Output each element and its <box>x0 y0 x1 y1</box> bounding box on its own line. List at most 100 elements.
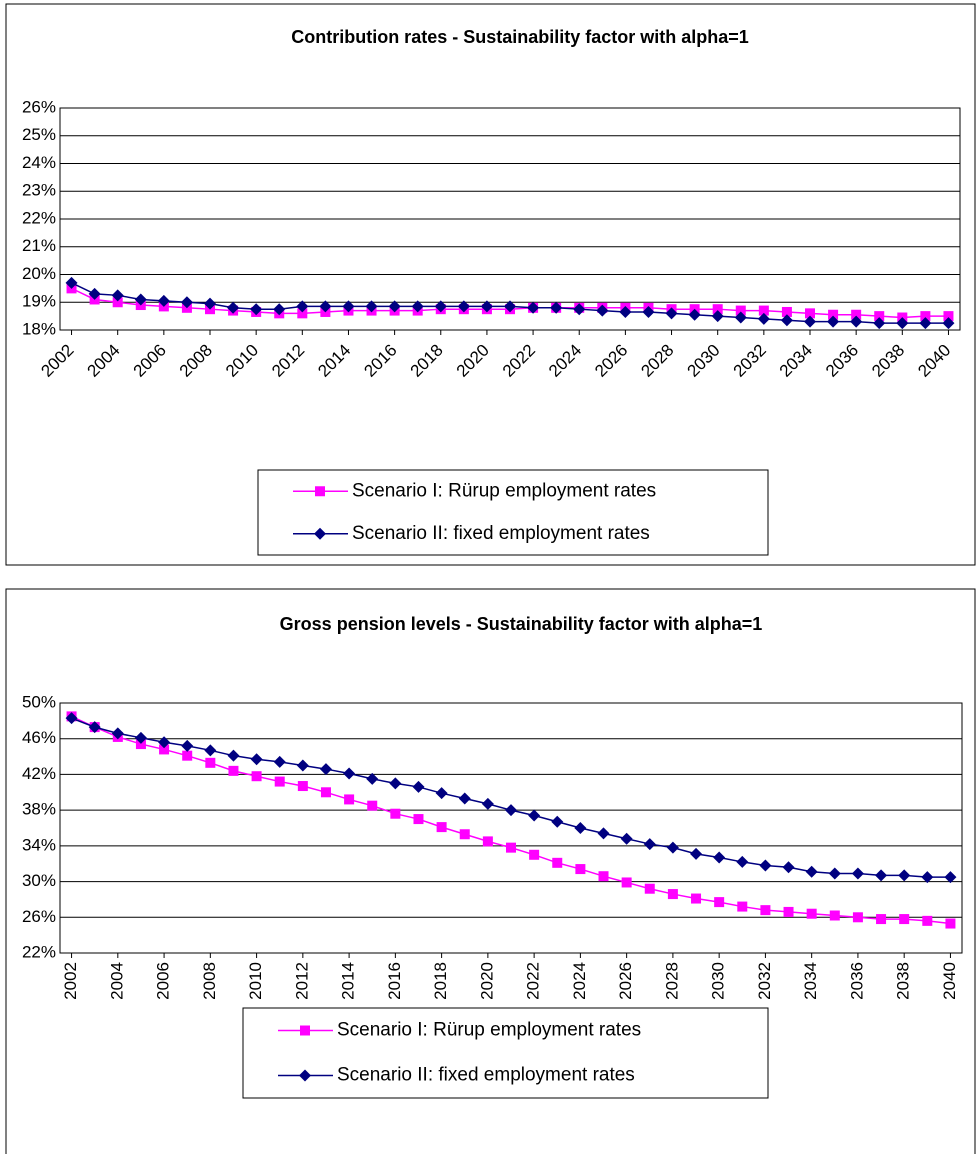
y-tick-label: 46% <box>22 728 56 747</box>
point <box>389 777 402 790</box>
point <box>874 311 885 322</box>
y-tick-label: 42% <box>22 764 56 783</box>
x-tick-label: 2040 <box>940 962 959 1000</box>
point <box>573 303 586 316</box>
point <box>320 787 331 798</box>
point <box>388 300 401 313</box>
point <box>759 859 772 872</box>
point <box>781 306 792 317</box>
point <box>88 287 101 300</box>
point <box>273 755 286 768</box>
point <box>481 797 494 810</box>
y-tick-label: 34% <box>22 835 56 854</box>
x-tick-label: 2004 <box>107 962 126 1000</box>
x-tick-label: 2022 <box>524 962 543 1000</box>
y-tick-label: 26% <box>22 97 56 116</box>
point <box>342 300 355 313</box>
point <box>319 300 332 313</box>
point <box>737 901 748 912</box>
point <box>943 311 954 322</box>
plot-area <box>59 107 961 331</box>
point <box>134 731 147 744</box>
point <box>621 877 632 888</box>
y-tick-label: 19% <box>22 292 56 311</box>
point <box>227 749 240 762</box>
y-tick-label: 22% <box>22 942 56 961</box>
point <box>506 842 516 853</box>
point <box>480 300 493 313</box>
point <box>919 317 932 330</box>
point <box>783 906 794 917</box>
point <box>714 897 725 908</box>
point <box>828 867 841 880</box>
x-tick-label: 2008 <box>200 962 219 1000</box>
point <box>227 301 240 314</box>
point <box>551 815 564 828</box>
point <box>181 739 194 752</box>
point <box>827 315 840 328</box>
point <box>875 869 888 882</box>
point <box>482 836 493 847</box>
x-tick-label: 2024 <box>570 962 589 1000</box>
plot-area <box>59 702 963 954</box>
point <box>711 310 724 323</box>
point <box>344 794 355 805</box>
chart-title: Gross pension levels - Sustainability fa… <box>280 614 763 634</box>
point <box>504 300 516 313</box>
y-tick-label: 25% <box>22 125 56 144</box>
y-tick-label: 30% <box>22 871 56 890</box>
point <box>574 822 587 834</box>
y-tick-label: 23% <box>22 181 56 200</box>
x-tick-label: 2018 <box>431 962 450 1000</box>
point <box>899 914 910 925</box>
point <box>297 781 308 792</box>
point <box>550 301 563 314</box>
y-tick-label: 21% <box>22 236 56 255</box>
y-tick-label: 24% <box>22 153 56 172</box>
x-tick-label: 2016 <box>385 962 404 1000</box>
legend-label: Scenario I: Rürup employment rates <box>337 1020 641 1041</box>
point <box>159 744 170 755</box>
point <box>112 297 123 308</box>
point <box>642 305 655 318</box>
point <box>251 771 262 782</box>
x-tick-label: 2028 <box>662 962 681 1000</box>
point <box>434 300 447 313</box>
point <box>945 918 956 929</box>
point <box>667 889 678 900</box>
point <box>65 712 78 725</box>
point <box>922 915 933 926</box>
legend-label: Scenario II: fixed employment rates <box>337 1065 635 1086</box>
point <box>690 847 703 860</box>
point <box>528 809 541 822</box>
x-tick-label: 2026 <box>616 962 635 1000</box>
point <box>688 308 701 321</box>
point <box>806 908 817 919</box>
legend-label: Scenario I: Rürup employment rates <box>352 480 656 501</box>
point <box>896 317 909 330</box>
point <box>597 827 610 840</box>
point <box>596 304 609 317</box>
x-tick-label: 2012 <box>292 962 311 1000</box>
point <box>457 300 470 313</box>
point <box>182 750 193 761</box>
point <box>297 308 308 319</box>
y-tick-label: 22% <box>22 208 56 227</box>
point <box>505 804 517 817</box>
x-tick-label: 2020 <box>477 962 496 1000</box>
point <box>758 305 769 316</box>
x-tick-label: 2038 <box>894 962 913 1000</box>
x-tick-label: 2010 <box>246 962 265 1000</box>
point <box>111 289 124 302</box>
legend <box>257 469 769 556</box>
point <box>204 744 217 757</box>
point <box>250 303 263 316</box>
point <box>598 871 609 882</box>
point <box>828 309 839 320</box>
point <box>365 300 378 313</box>
point <box>944 871 957 884</box>
point <box>780 314 793 327</box>
point <box>804 315 816 328</box>
y-tick-label: 38% <box>22 800 56 819</box>
